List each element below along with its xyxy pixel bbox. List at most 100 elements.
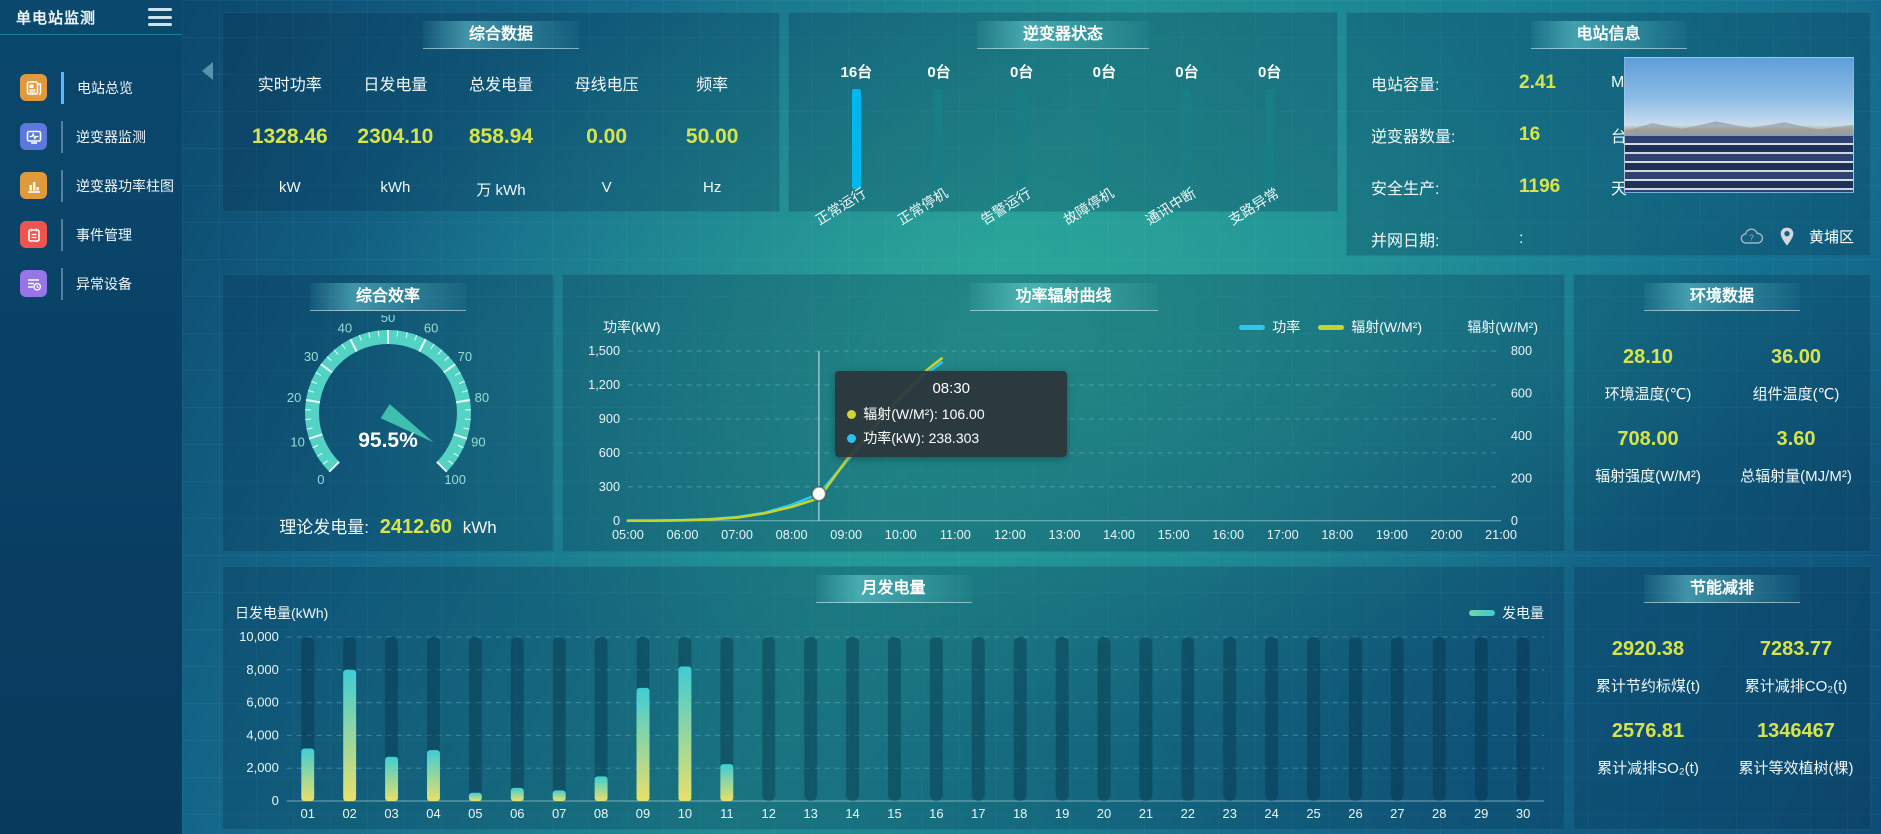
menu-divider xyxy=(61,267,63,300)
legend-radiation-marker xyxy=(1318,324,1345,330)
monthly-generation-chart[interactable]: 0 2,000 4,000 6,000 8,000 10,000 01 02 03 04 05 06 0… xyxy=(231,625,1556,825)
metric-daily-generation: 日发电量 2304.10 kWh xyxy=(343,13,449,200)
location-pin-icon[interactable] xyxy=(1779,227,1795,247)
summary-metrics: 实时功率 1328.46 kW 日发电量 2304.10 kWh 总发电量 85… xyxy=(223,13,779,200)
cell-value: 28.10 xyxy=(1622,346,1674,368)
svg-text:0: 0 xyxy=(317,472,324,487)
svg-text:0: 0 xyxy=(1511,513,1518,528)
env-ambient-temp: 28.10 环境温度(℃) xyxy=(1574,337,1722,419)
env-total-radiation: 3.60 总辐射量(MJ/M²) xyxy=(1722,419,1870,501)
saving-coal: 2920.38 累计节约标煤(t) xyxy=(1574,629,1722,711)
metric-unit: Hz xyxy=(703,179,722,196)
panel-summary-data: 综合数据 实时功率 1328.46 kW 日发电量 2304.10 kWh 总发… xyxy=(222,12,780,212)
svg-text:19:00: 19:00 xyxy=(1376,527,1408,542)
svg-text:800: 800 xyxy=(1511,343,1532,358)
svg-text:2,000: 2,000 xyxy=(246,760,278,775)
svg-text:10,000: 10,000 xyxy=(239,629,279,644)
svg-text:08:00: 08:00 xyxy=(776,527,808,542)
inverter-count-row: 逆变器数量: 16 台 xyxy=(1371,109,1870,161)
metric-unit: V xyxy=(601,179,612,196)
cell-value: 7283.77 xyxy=(1759,638,1833,660)
metric-unit: kW xyxy=(278,179,301,196)
info-value: 16 xyxy=(1519,124,1541,145)
status-label: 故障停机 xyxy=(1060,184,1117,228)
svg-text:600: 600 xyxy=(1511,385,1532,400)
menu-divider xyxy=(61,71,64,104)
panel-title: 月发电量 xyxy=(815,575,972,603)
svg-text:27: 27 xyxy=(1390,806,1404,821)
svg-text:1,500: 1,500 xyxy=(588,343,620,358)
svg-text:50: 50 xyxy=(381,315,395,325)
legend-label: 功率 xyxy=(1272,319,1301,335)
panel-title: 电站信息 xyxy=(1530,21,1687,49)
svg-text:23: 23 xyxy=(1223,806,1237,821)
bar-chart-legend[interactable]: 发电量 xyxy=(1469,603,1544,623)
svg-text:20: 20 xyxy=(1097,806,1111,821)
cell-value: 2920.38 xyxy=(1611,638,1685,660)
svg-text:20:00: 20:00 xyxy=(1430,527,1462,542)
env-module-temp: 36.00 组件温度(℃) xyxy=(1722,337,1870,419)
tooltip-power-row: 功率(kW): 238.303 xyxy=(847,428,1055,448)
menu-divider xyxy=(61,120,63,153)
power-radiation-chart[interactable]: 0 300 600 900 1,200 1,500 0 200 400 600 800 05:00 06… xyxy=(573,341,1554,547)
menu-toggle-icon[interactable] xyxy=(148,8,172,26)
svg-text:10: 10 xyxy=(678,806,692,821)
status-alarm-running[interactable]: 0台 告警运行 xyxy=(978,13,1052,228)
status-normal-stopped[interactable]: 0台 正常停机 xyxy=(895,13,969,228)
svg-text:25: 25 xyxy=(1306,806,1320,821)
status-count: 16台 xyxy=(840,64,873,81)
y-axis-right-name: 辐射(W/M²) xyxy=(1467,319,1538,335)
metric-bus-voltage: 母线电压 0.00 V xyxy=(554,13,660,200)
legend-generation-marker xyxy=(1469,610,1495,616)
theoretical-generation: 理论发电量: 2412.60 kWh xyxy=(279,513,497,539)
svg-text:16:00: 16:00 xyxy=(1212,527,1244,542)
svg-text:12:00: 12:00 xyxy=(994,527,1026,542)
info-label: 逆变器数量: xyxy=(1371,129,1456,146)
status-count: 0台 xyxy=(1175,64,1199,81)
sidebar-item-inverter-power-bars[interactable]: 逆变器功率柱图 xyxy=(0,161,182,210)
svg-text:11: 11 xyxy=(720,806,733,821)
panel-title: 综合效率 xyxy=(309,283,467,311)
panel-title: 环境数据 xyxy=(1643,283,1801,311)
svg-text:100: 100 xyxy=(444,472,466,487)
status-normal-running[interactable]: 16台 正常运行 xyxy=(812,13,886,228)
cell-label: 环境温度(℃) xyxy=(1604,386,1692,403)
svg-text:40: 40 xyxy=(338,320,352,335)
info-label: 并网日期: xyxy=(1371,233,1440,250)
svg-text:14: 14 xyxy=(845,806,859,821)
svg-text:0: 0 xyxy=(613,513,620,528)
sidebar-item-event-management[interactable]: 事件管理 xyxy=(0,210,182,259)
status-bar xyxy=(934,89,944,189)
svg-text:200: 200 xyxy=(1511,470,1532,485)
status-bar xyxy=(1265,89,1275,189)
sidebar-menu: 电站总览 逆变器监测 逆变器功率柱图 xyxy=(0,63,182,308)
svg-text:900: 900 xyxy=(599,411,620,426)
svg-text:28: 28 xyxy=(1432,806,1446,821)
efficiency-gauge[interactable]: 0 10 20 30 40 50 60 70 80 90 100 95.5% xyxy=(263,310,513,505)
theoretical-generation-value: 2412.60 xyxy=(379,516,453,538)
panel-efficiency: 综合效率 0 10 20 30 40 50 60 70 80 90 100 95.5% 理论发电量: … xyxy=(222,274,554,552)
svg-text:4,000: 4,000 xyxy=(246,727,278,742)
legend-radiation[interactable]: 辐射(W/M²) xyxy=(1318,317,1422,337)
status-count: 0台 xyxy=(1257,64,1282,81)
sidebar-item-station-overview[interactable]: 电站总览 xyxy=(0,63,182,112)
cell-value: 36.00 xyxy=(1770,346,1822,368)
env-radiation-intensity: 708.00 辐射强度(W/M²) xyxy=(1574,419,1722,501)
menu-divider xyxy=(61,218,63,251)
status-comm-interrupted[interactable]: 0台 通讯中断 xyxy=(1143,13,1217,228)
svg-text:06:00: 06:00 xyxy=(667,527,699,542)
line-chart-header: 功率(kW) 功率 辐射(W/M²) 辐射(W/M²) xyxy=(575,317,1552,337)
sidebar-collapse-arrow[interactable] xyxy=(202,62,213,80)
sidebar-item-abnormal-devices[interactable]: 异常设备 xyxy=(0,259,182,308)
station-location: 黄埔区 xyxy=(1808,229,1854,246)
status-branch-abnormal[interactable]: 0台 支路异常 xyxy=(1226,13,1300,228)
inverter-status-bars: 16台 正常运行 0台 正常停机 0台 告警运行 xyxy=(789,13,1337,228)
legend-power[interactable]: 功率 xyxy=(1239,317,1300,337)
tooltip-time: 08:30 xyxy=(932,380,971,397)
radiation-dot-icon xyxy=(847,409,857,419)
status-fault-stopped[interactable]: 0台 故障停机 xyxy=(1060,13,1134,228)
saving-trees: 1346467 累计等效植树(棵) xyxy=(1722,711,1870,793)
sidebar: 单电站监测 电站总览 逆变器监测 xyxy=(0,0,182,834)
sidebar-item-inverter-monitor[interactable]: 逆变器监测 xyxy=(0,112,182,161)
info-value: : xyxy=(1519,230,1524,247)
